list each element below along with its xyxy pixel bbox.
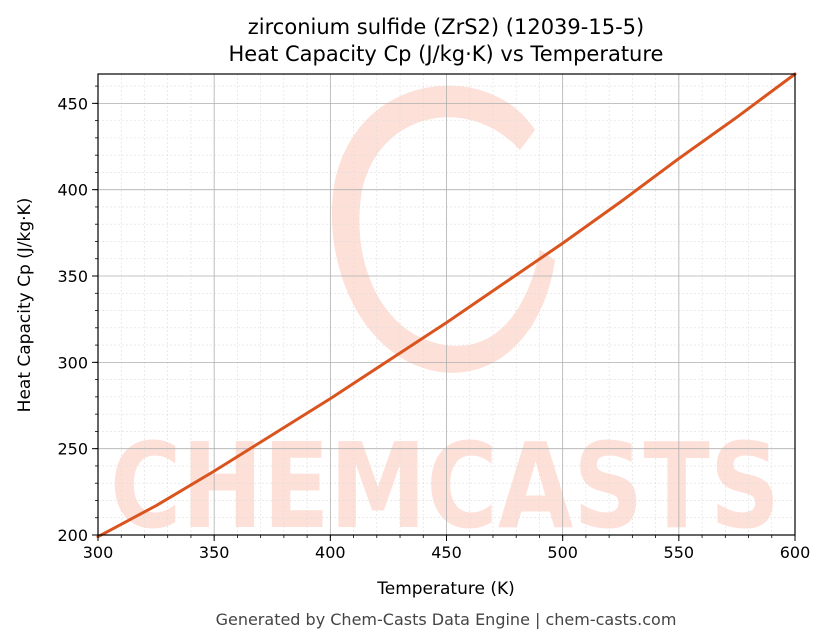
x-tick-label: 300 [83, 543, 114, 562]
x-tick-label: 600 [780, 543, 811, 562]
series-line [96, 72, 797, 539]
x-tick-label: 350 [199, 543, 230, 562]
y-tick-label: 250 [57, 440, 88, 459]
y-tick-label: 450 [57, 94, 88, 113]
x-axis-label: Temperature (K) [376, 579, 515, 599]
y-tick-label: 200 [57, 526, 88, 545]
x-tick-label: 450 [431, 543, 462, 562]
y-tick-label: 400 [57, 181, 88, 200]
chart-title-line2: Heat Capacity Cp (J/kg·K) vs Temperature [229, 42, 664, 66]
watermark: CHEMCASTS [110, 85, 780, 555]
watermark-text: CHEMCASTS [110, 417, 780, 555]
x-tick-label: 550 [664, 543, 695, 562]
x-axis: 300 350 400 450 500 550 600 [83, 535, 811, 562]
chart-title-line1: zirconium sulfide (ZrS2) (12039-15-5) [248, 15, 644, 39]
x-tick-label: 400 [315, 543, 346, 562]
series-layer [96, 72, 797, 539]
y-tick-label: 300 [57, 353, 88, 372]
watermark-logo-icon [331, 85, 555, 373]
footer-credit: Generated by Chem-Casts Data Engine | ch… [216, 610, 677, 629]
y-tick-label: 350 [57, 267, 88, 286]
y-axis: 200 250 300 350 400 450 [57, 85, 98, 545]
x-tick-label: 500 [547, 543, 578, 562]
y-axis-label: Heat Capacity Cp (J/kg·K) [15, 198, 35, 413]
